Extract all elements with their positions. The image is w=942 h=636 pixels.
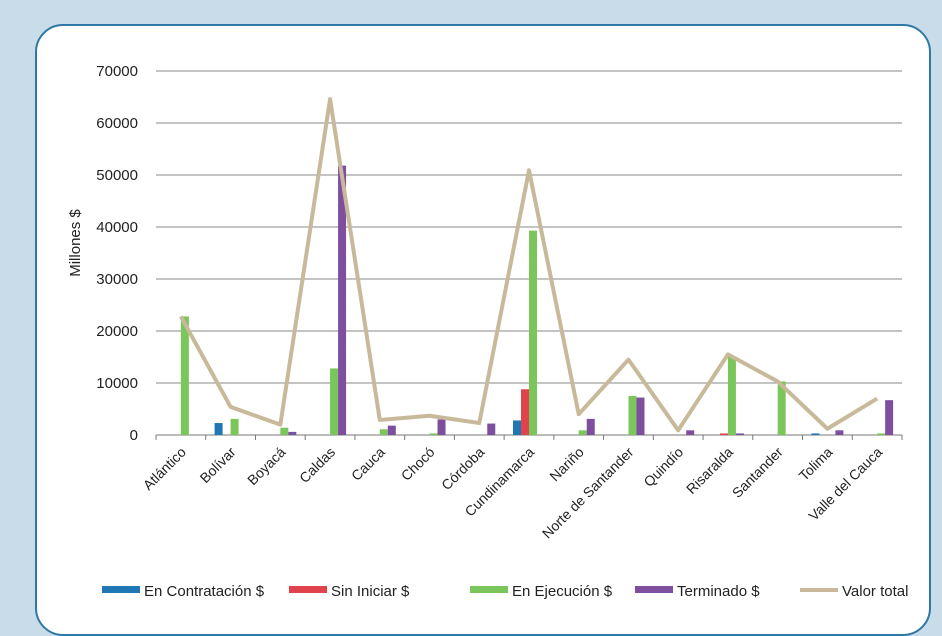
category-labels: Atlántico Bolívar Boyacá Caldas Cauca Chocó Có… [140, 444, 886, 542]
bar [636, 397, 645, 435]
bar [487, 423, 496, 435]
bars [180, 165, 894, 435]
bar [877, 433, 886, 435]
y-tick-label: 40000 [96, 219, 138, 236]
bar [330, 368, 339, 435]
y-tick-label: 60000 [96, 115, 138, 132]
legend-label: En Contratación $ [144, 583, 265, 600]
category-label: Atlántico [140, 444, 189, 493]
y-tick-labels: 0 10000 20000 30000 40000 50000 60000 70000 [96, 63, 138, 444]
y-tick-label: 30000 [96, 271, 138, 288]
bar [180, 316, 189, 435]
chart: 0 10000 20000 30000 40000 50000 60000 70000 Mil… [67, 63, 908, 600]
legend-swatch [289, 586, 327, 593]
y-tick-label: 50000 [96, 167, 138, 184]
bar [727, 357, 736, 435]
y-tick-label: 20000 [96, 323, 138, 340]
y-tick-label: 10000 [96, 375, 138, 392]
legend: En Contratación $ Sin Iniciar $ En Ejecuci… [102, 583, 908, 600]
bar [735, 433, 744, 435]
category-label: Caldas [296, 444, 338, 486]
category-label: Bolívar [197, 444, 239, 486]
bar [379, 429, 388, 435]
bar [429, 433, 438, 435]
bar [811, 433, 820, 435]
bar [885, 400, 894, 435]
total-line [179, 97, 879, 433]
bar [777, 381, 786, 435]
bar [628, 396, 637, 435]
bar [586, 418, 595, 435]
category-label: Norte de Santander [539, 444, 637, 542]
category-label: Santander [729, 444, 786, 501]
category-label: Chocó [398, 444, 438, 484]
bar [280, 427, 289, 435]
legend-swatch [635, 586, 673, 593]
bar [719, 433, 728, 435]
bar [288, 431, 297, 435]
category-label: Córdoba [438, 444, 487, 493]
legend-label: Terminado $ [677, 583, 760, 600]
bar [521, 389, 529, 435]
bar [529, 230, 537, 435]
category-label: Nariño [546, 444, 587, 485]
bar [387, 425, 396, 435]
bar [230, 418, 239, 435]
legend-label: Valor total [842, 583, 908, 600]
y-axis-label: Millones $ [67, 209, 84, 277]
y-tick-label: 0 [130, 427, 138, 444]
legend-swatch [102, 586, 140, 593]
bar [686, 430, 695, 435]
category-label: Tolima [796, 444, 836, 484]
category-label: Cauca [348, 444, 388, 484]
bar [513, 420, 521, 435]
bar [437, 419, 446, 435]
legend-label: Sin Iniciar $ [331, 583, 410, 600]
legend-label: En Ejecución $ [512, 583, 613, 600]
bar [214, 423, 223, 435]
total-line-path [179, 97, 879, 433]
category-label: Quindío [640, 444, 686, 490]
legend-swatch [470, 586, 508, 593]
bar [835, 430, 844, 435]
y-tick-label: 70000 [96, 63, 138, 80]
category-label: Boyacá [244, 444, 288, 488]
bar [338, 165, 347, 435]
bar [578, 430, 587, 435]
